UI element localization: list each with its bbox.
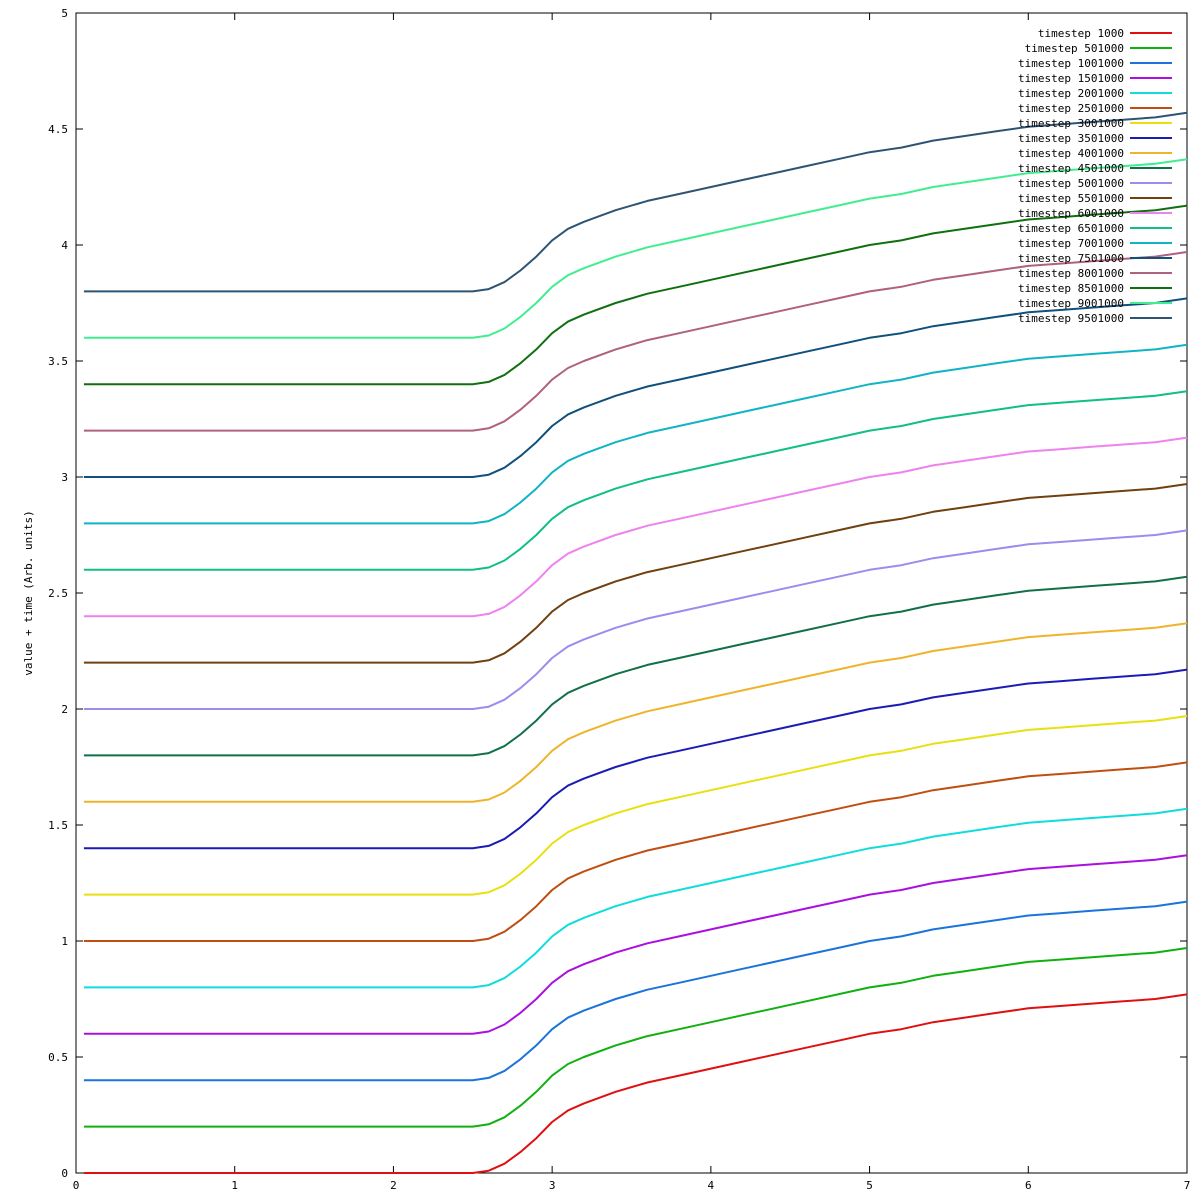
y-tick-label-7: 3.5: [48, 355, 68, 368]
y-tick-label-5: 2.5: [48, 587, 68, 600]
series-line-17: [83, 204, 1188, 386]
legend-label-14: timestep 7001000: [1018, 237, 1124, 250]
legend-label-4: timestep 2001000: [1018, 87, 1124, 100]
y-tick-label-8: 4: [61, 239, 68, 252]
legend-label-16: timestep 8001000: [1018, 267, 1124, 280]
series-line-9: [83, 575, 1188, 757]
series-line-3: [83, 854, 1188, 1035]
x-tick-label-6: 6: [1025, 1179, 1032, 1192]
series-line-1: [83, 947, 1188, 1128]
series-line-13: [83, 390, 1188, 571]
series-line-6: [83, 715, 1188, 896]
legend-label-9: timestep 4501000: [1018, 162, 1124, 175]
y-tick-label-6: 3: [61, 471, 68, 484]
y-tick-label-4: 2: [61, 703, 68, 716]
series-line-14: [83, 343, 1188, 525]
legend-label-6: timestep 3001000: [1018, 117, 1124, 130]
series-line-8: [83, 622, 1188, 803]
legend-label-10: timestep 5001000: [1018, 177, 1124, 190]
y-tick-label-1: 0.5: [48, 1051, 68, 1064]
legend-label-8: timestep 4001000: [1018, 147, 1124, 160]
series-line-5: [83, 761, 1188, 942]
legend-label-12: timestep 6001000: [1018, 207, 1124, 220]
legend-label-7: timestep 3501000: [1018, 132, 1124, 145]
legend: timestep 1000 timestep 501000 timestep 100…: [1018, 27, 1172, 325]
series-line-0: [83, 993, 1188, 1174]
y-tick-label-0: 0: [61, 1167, 68, 1180]
series-line-10: [83, 529, 1188, 710]
x-tick-label-5: 5: [866, 1179, 873, 1192]
legend-label-3: timestep 1501000: [1018, 72, 1124, 85]
x-tick-label-0: 0: [73, 1179, 80, 1192]
series-line-7: [83, 668, 1188, 850]
series-line-16: [83, 251, 1188, 432]
series-line-4: [83, 807, 1188, 989]
legend-label-18: timestep 9001000: [1018, 297, 1124, 310]
legend-label-13: timestep 6501000: [1018, 222, 1124, 235]
series-line-18: [83, 158, 1188, 339]
y-tick-label-3: 1.5: [48, 819, 68, 832]
legend-label-17: timestep 8501000: [1018, 282, 1124, 295]
x-tick-label-7: 7: [1184, 1179, 1191, 1192]
y-tick-label-2: 1: [61, 935, 68, 948]
legend-label-19: timestep 9501000: [1018, 312, 1124, 325]
legend-label-0: timestep 1000: [1038, 27, 1124, 40]
series-layer: [83, 111, 1188, 1174]
x-tick-label-3: 3: [549, 1179, 556, 1192]
series-line-11: [83, 483, 1188, 664]
legend-label-5: timestep 2501000: [1018, 102, 1124, 115]
y-axis-label: value + time (Arb. units): [22, 510, 35, 676]
x-tick-label-4: 4: [708, 1179, 715, 1192]
series-line-12: [83, 436, 1188, 618]
legend-label-2: timestep 1001000: [1018, 57, 1124, 70]
series-line-15: [83, 297, 1188, 478]
legend-label-1: timestep 501000: [1025, 42, 1124, 55]
x-tick-label-2: 2: [390, 1179, 397, 1192]
legend-label-11: timestep 5501000: [1018, 192, 1124, 205]
series-line-2: [83, 900, 1188, 1082]
x-tick-label-1: 1: [231, 1179, 238, 1192]
y-tick-label-9: 4.5: [48, 123, 68, 136]
y-tick-label-10: 5: [61, 7, 68, 20]
ticks-layer: 0 1 2 3 4 5 6 7 0 0.5 1 1.5 2 2.5 3 3.5 4 4.5 5: [48, 7, 1190, 1192]
legend-label-15: timestep 7501000: [1018, 252, 1124, 265]
series-line-19: [83, 111, 1188, 293]
